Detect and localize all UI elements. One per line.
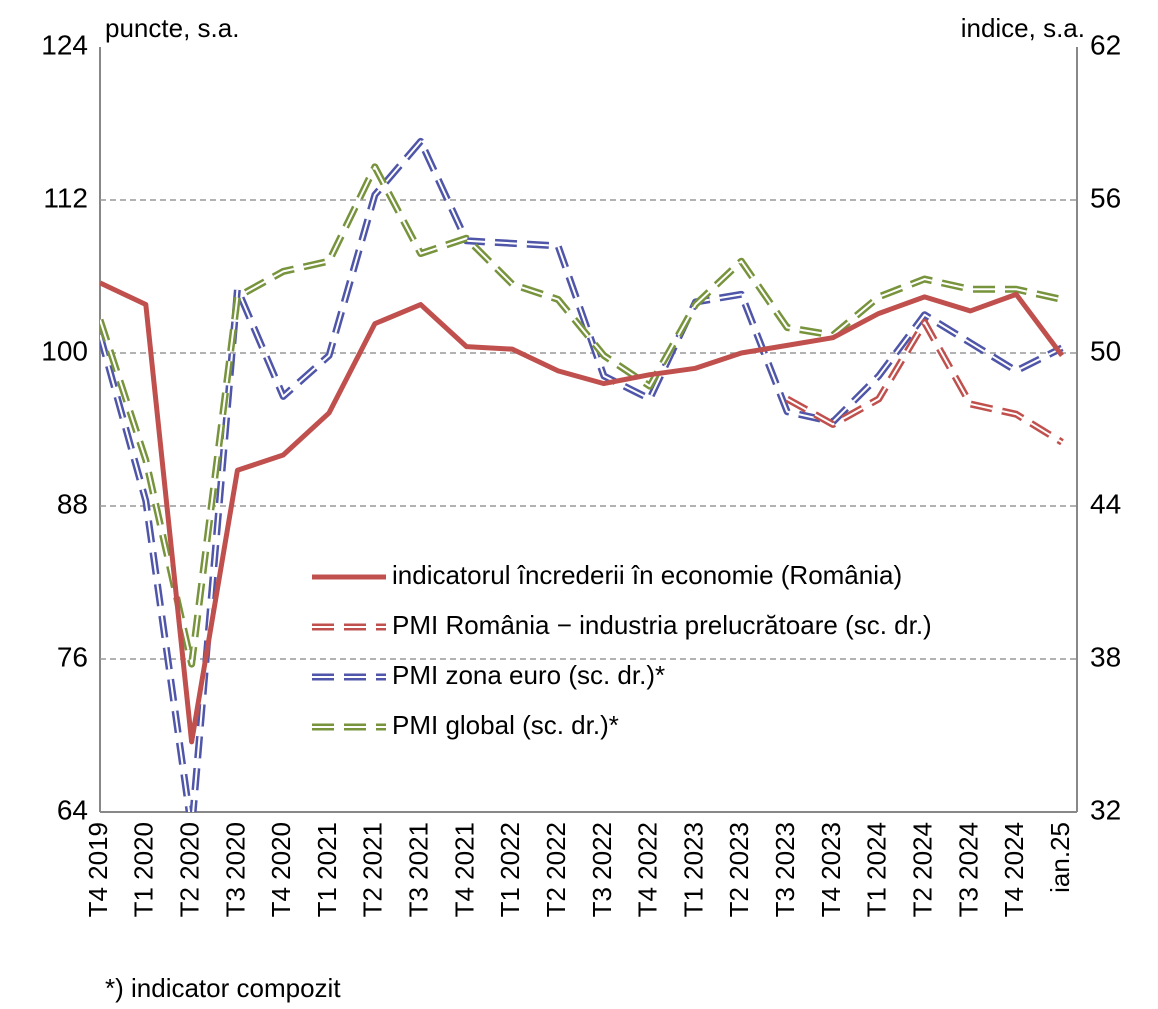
y-tick-label: 64	[57, 794, 88, 825]
series-line-inner	[100, 165, 1063, 666]
x-tick-label: T1 2020	[129, 822, 159, 917]
y2-tick-label: 44	[1090, 488, 1121, 519]
series-line-inner	[100, 140, 1063, 812]
y2-tick-label: 56	[1090, 182, 1121, 213]
legend-label: PMI zona euro (sc. dr.)*	[392, 660, 665, 690]
y2-tick-label: 32	[1090, 794, 1121, 825]
x-tick-label: ian.25	[1045, 822, 1075, 893]
y-tick-label: 112	[43, 182, 88, 213]
y2-tick-label: 50	[1090, 335, 1121, 366]
x-tick-label: T4 2024	[999, 822, 1029, 917]
legend-label: PMI global (sc. dr.)*	[392, 710, 619, 740]
x-tick-label: T1 2022	[495, 822, 525, 917]
x-tick-label: T2 2024	[907, 822, 937, 917]
series-line	[100, 280, 1065, 745]
x-tick-label: T1 2023	[678, 822, 708, 917]
y-axis-label: puncte, s.a.	[105, 13, 239, 43]
y2-axis-label: indice, s.a.	[961, 13, 1085, 43]
legend-label: indicatorul încrederii în economie (Româ…	[392, 560, 902, 590]
x-tick-label: T4 2019	[83, 822, 113, 917]
x-tick-label: T3 2020	[220, 822, 250, 917]
x-tick-label: T2 2021	[358, 822, 388, 917]
y2-tick-label: 38	[1090, 641, 1121, 672]
x-tick-label: T3 2024	[953, 822, 983, 917]
x-tick-label: T3 2021	[404, 822, 434, 917]
x-tick-label: T4 2022	[633, 822, 663, 917]
y-tick-label: 100	[41, 335, 88, 366]
x-tick-label: T1 2024	[862, 822, 892, 917]
x-tick-label: T4 2023	[816, 822, 846, 917]
x-tick-label: T2 2022	[541, 822, 571, 917]
x-tick-label: T3 2022	[587, 822, 617, 917]
y-tick-label: 88	[57, 488, 88, 519]
y2-tick-label: 62	[1090, 29, 1121, 60]
x-tick-label: T1 2021	[312, 822, 342, 917]
x-tick-label: T3 2023	[770, 822, 800, 917]
footnote: *) indicator compozit	[105, 973, 341, 1003]
x-tick-label: T4 2020	[266, 822, 296, 917]
x-tick-label: T2 2020	[174, 822, 204, 917]
legend-label: PMI România − industria prelucrătoare (s…	[392, 610, 932, 640]
x-tick-label: T4 2021	[449, 822, 479, 917]
series-line-inner	[786, 321, 1063, 444]
y-tick-label: 124	[41, 29, 88, 60]
plot-area	[100, 137, 1065, 812]
y-tick-label: 76	[57, 641, 88, 672]
x-tick-label: T2 2023	[724, 822, 754, 917]
